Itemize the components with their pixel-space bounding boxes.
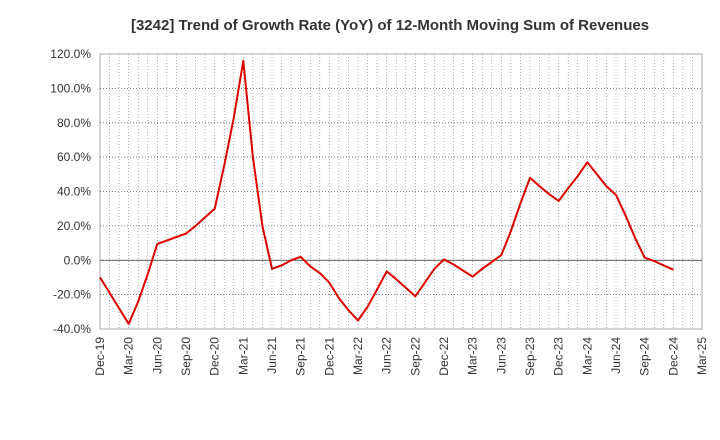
x-tick-label: Dec-24 <box>666 337 680 376</box>
y-tick-label: 100.0% <box>50 81 91 95</box>
grid-lines <box>100 54 702 329</box>
x-tick-label: Jun-20 <box>150 337 164 374</box>
x-tick-label: Dec-21 <box>322 337 336 376</box>
x-tick-label: Mar-22 <box>351 337 365 375</box>
x-tick-label: Mar-21 <box>236 337 250 375</box>
chart-title: [3242] Trend of Growth Rate (YoY) of 12-… <box>131 17 649 34</box>
x-tick-label: Mar-25 <box>695 337 709 375</box>
y-tick-label: 20.0% <box>57 219 91 233</box>
x-tick-label: Dec-20 <box>208 337 222 376</box>
series-group <box>99 59 674 325</box>
series-line <box>99 59 674 325</box>
x-tick-label: Sep-24 <box>638 337 652 376</box>
x-tick-label: Jun-23 <box>494 337 508 374</box>
y-tick-label: 80.0% <box>57 116 91 130</box>
x-tick-label: Jun-22 <box>380 337 394 374</box>
y-tick-label: 60.0% <box>57 150 91 164</box>
y-tick-label: -40.0% <box>53 322 91 336</box>
x-tick-label: Mar-20 <box>122 337 136 375</box>
x-tick-label: Mar-23 <box>466 337 480 375</box>
x-tick-label: Sep-23 <box>523 337 537 376</box>
x-tick-label: Dec-19 <box>93 337 107 376</box>
y-tick-label: -20.0% <box>53 288 91 302</box>
x-tick-label: Sep-22 <box>408 337 422 376</box>
x-tick-label: Dec-22 <box>437 337 451 376</box>
x-tick-label: Sep-21 <box>294 337 308 376</box>
x-tick-label: Jun-24 <box>609 337 623 374</box>
y-tick-label: 40.0% <box>57 185 91 199</box>
y-axis: 120.0% 100.0% 80.0% 60.0% 40.0% 20.0% 0.0% -20.… <box>50 47 91 336</box>
x-tick-label: Mar-24 <box>580 337 594 375</box>
x-tick-label: Sep-20 <box>179 337 193 376</box>
x-axis: Dec-19 Mar-20 Jun-20 Sep-20 Dec-20 Mar-21 Jun-… <box>93 337 709 376</box>
y-tick-label: 0.0% <box>64 253 92 267</box>
x-tick-label: Dec-23 <box>552 337 566 376</box>
y-tick-label: 120.0% <box>50 47 91 61</box>
x-tick-label: Jun-21 <box>265 337 279 374</box>
